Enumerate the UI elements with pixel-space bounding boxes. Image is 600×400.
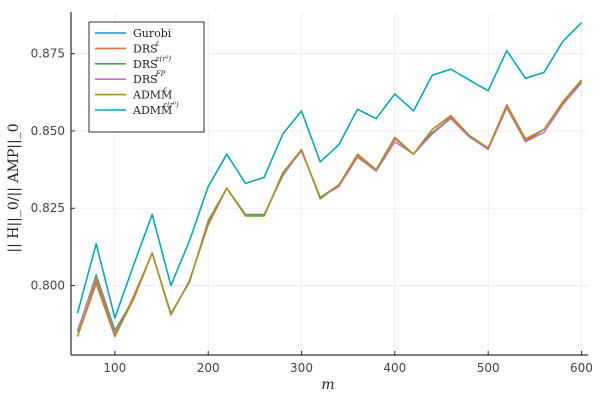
y-tick-label: 0.875 xyxy=(31,47,65,61)
y-tick-label: 0.800 xyxy=(31,278,65,292)
x-tick-label: 400 xyxy=(383,361,406,375)
legend-sup-2: ε(r⁰) xyxy=(156,55,172,63)
tick-labels: 100 200 300 400 500 600 0.800 0.825 0.850 0.875 xyxy=(31,47,593,375)
legend-sup-5: ε(r⁰) xyxy=(163,101,179,109)
y-axis-label: || H||_0/|| AMP||_0 xyxy=(6,123,22,252)
legend-label-4: ADMM xyxy=(132,89,172,102)
legend-label-1: DRS xyxy=(133,42,158,55)
legend-box xyxy=(88,21,205,133)
y-tick-label: 0.825 xyxy=(31,201,65,215)
y-tick-label: 0.850 xyxy=(31,124,65,138)
series-line-4 xyxy=(76,79,583,338)
series-lines xyxy=(76,22,583,338)
legend-label-2: DRS xyxy=(133,58,158,71)
axes xyxy=(70,12,588,356)
grid-lines xyxy=(71,12,588,355)
legend-label-0: Gurobi xyxy=(133,27,172,40)
legend-sup-4: ε xyxy=(163,86,167,94)
series-line-5 xyxy=(76,22,582,319)
x-tick-label: 100 xyxy=(103,361,126,375)
legend-label-5: ADMM xyxy=(132,104,172,117)
legend-label-3: DRS xyxy=(133,73,158,86)
x-tick-label: 200 xyxy=(197,361,220,375)
legend-sup-3: FP xyxy=(155,70,166,78)
x-tick-label: 500 xyxy=(477,361,500,375)
x-tick-label: 600 xyxy=(570,361,593,375)
legend-sup-1: ε xyxy=(156,39,160,47)
x-tick-label: 300 xyxy=(290,361,313,375)
x-axis-label: m xyxy=(321,377,334,393)
